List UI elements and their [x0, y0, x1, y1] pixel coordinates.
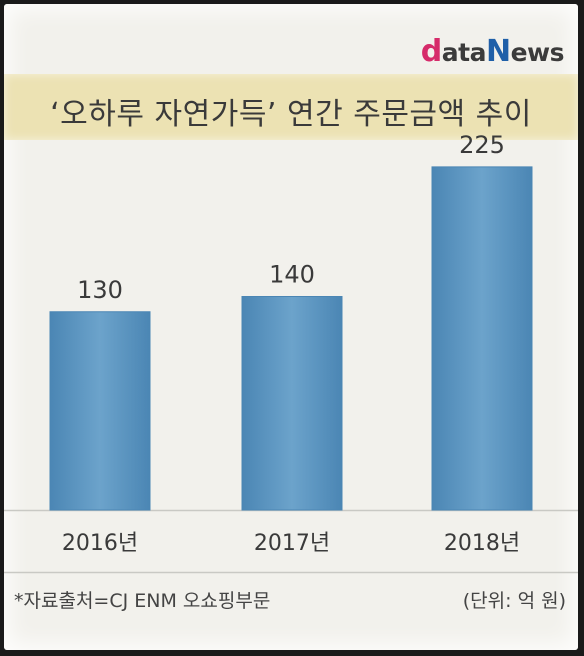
x-tick-label-2016년: 2016년 — [62, 531, 138, 556]
data-label-2016년: 130 — [77, 276, 123, 304]
data-label-2017년: 140 — [269, 261, 315, 289]
datanews-logo: dataNews — [420, 34, 565, 69]
bar-2018년 — [431, 166, 533, 511]
x-tick-label-2018년: 2018년 — [444, 531, 520, 556]
unit-note: (단위: 억 원) — [462, 590, 566, 612]
logo-text-ata: ata — [441, 38, 487, 67]
logo-letter-n: N — [485, 34, 511, 69]
chart-title: ‘오하루 자연가득’ 연간 주문금액 추이 — [50, 97, 532, 132]
chart-frame: dataNews ‘오하루 자연가득’ 연간 주문금액 추이 130 2016년 1… — [4, 4, 578, 650]
bar-2017년 — [241, 296, 343, 511]
logo-letter-d: d — [420, 34, 442, 69]
source-note: *자료출처=CJ ENM 오쇼핑부문 — [14, 590, 271, 612]
chart-footer: *자료출처=CJ ENM 오쇼핑부문 (단위: 억 원) — [4, 586, 578, 620]
bar-2016년 — [49, 311, 151, 511]
logo-text-ews: ews — [510, 38, 565, 67]
data-label-2018년: 225 — [459, 131, 505, 159]
bar-chart: 130 2016년 140 2017년 225 2018년 — [4, 131, 578, 574]
x-tick-label-2017년: 2017년 — [254, 531, 330, 556]
title-band: ‘오하루 자연가득’ 연간 주문금액 추이 — [4, 74, 578, 140]
